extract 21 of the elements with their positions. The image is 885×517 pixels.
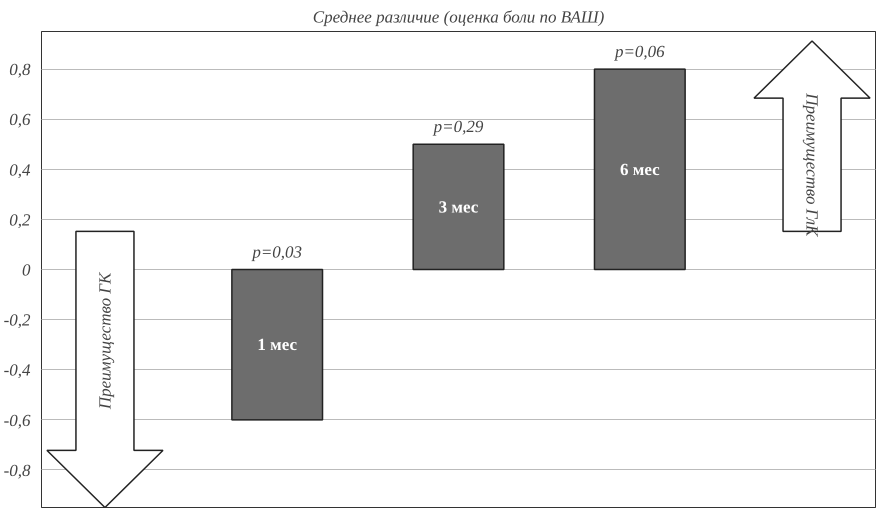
y-tick-label: -0,6 — [4, 410, 31, 430]
y-tick-label: 0,8 — [9, 60, 31, 80]
y-tick-label: 0,4 — [9, 160, 31, 180]
y-tick-label: -0,2 — [4, 310, 31, 330]
x-tick-label: 3 мес — [438, 197, 479, 216]
x-tick-label: 6 мес — [620, 160, 660, 179]
annotation: p=0,29 — [432, 117, 484, 136]
y-tick-label: 0,2 — [9, 210, 31, 230]
chart-title: Среднее различие (оценка боли по ВАШ) — [312, 8, 605, 26]
annotation: Преимущество ГК — [95, 270, 114, 410]
y-tick-label: -0,4 — [4, 360, 31, 380]
y-tick-label: 0,6 — [9, 110, 31, 130]
y-tick-label: -0,8 — [4, 460, 31, 480]
bar — [412, 143, 505, 270]
bar — [594, 68, 686, 270]
bar — [231, 268, 324, 421]
y-tick-label: 0 — [22, 260, 31, 280]
x-tick-label: 1 мес — [257, 335, 298, 354]
annotation: p=0,03 — [251, 242, 302, 262]
annotation: p=0,06 — [614, 42, 666, 62]
annotation: Преимущество ГлК — [802, 92, 822, 238]
